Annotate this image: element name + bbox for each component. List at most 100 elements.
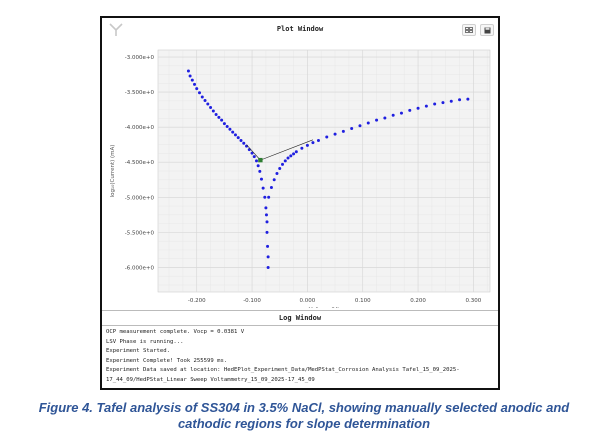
anodic-data-point: [358, 124, 362, 128]
log-window-title: Log Window: [278, 314, 322, 322]
anodic-data-point: [267, 195, 271, 199]
cathodic-data-point: [203, 99, 207, 103]
log-line: 17_44_09/HedPStat_Linear Sweep Voltammet…: [106, 376, 315, 383]
cathodic-data-point: [252, 155, 256, 159]
anodic-data-point: [441, 101, 445, 105]
cathodic-data-point: [250, 151, 254, 155]
dip-data-point: [264, 206, 268, 210]
anodic-data-point: [278, 167, 282, 171]
cathodic-data-point: [220, 118, 224, 122]
cathodic-data-point: [242, 141, 246, 145]
y-tick-label: -3.000e+0: [125, 55, 155, 61]
plot-window-title: Plot Window: [276, 25, 324, 33]
cathodic-data-point: [233, 133, 237, 137]
cathodic-data-point: [209, 106, 213, 110]
app-logo-icon: [109, 23, 123, 36]
anodic-data-point: [300, 146, 304, 150]
anodic-data-point: [281, 162, 284, 166]
log-line: Experiment Data saved at location: HedEP…: [106, 367, 460, 374]
dip-data-point: [266, 255, 270, 259]
cathodic-data-point: [228, 127, 232, 131]
anodic-data-point: [341, 129, 345, 133]
cathodic-data-point: [214, 113, 218, 117]
y-tick-label: -4.500e+0: [125, 160, 155, 166]
log-line: OCP measurement complete. Vocp = 0.0381 …: [106, 329, 245, 335]
cathodic-data-point: [259, 177, 263, 181]
x-tick-label: 0.300: [466, 298, 482, 304]
anodic-data-point: [399, 111, 403, 115]
dip-data-point: [266, 244, 270, 248]
save-plot-button[interactable]: [480, 24, 494, 36]
dip-data-point: [266, 265, 270, 269]
anodic-data-point: [283, 159, 287, 163]
anodic-data-point: [325, 135, 329, 139]
y-tick-label: -6.000e+0: [125, 265, 155, 271]
cathodic-data-point: [236, 136, 240, 140]
grid-toggle-button[interactable]: [462, 24, 476, 36]
cathodic-data-point: [256, 164, 260, 168]
figure-caption: Figure 4. Tafel analysis of SS304 in 3.5…: [0, 400, 608, 432]
cathodic-data-point: [231, 130, 235, 134]
anodic-data-point: [416, 106, 420, 110]
y-tick-label: -5.000e+0: [125, 195, 155, 201]
y-tick-label: -4.000e+0: [125, 125, 155, 131]
x-axis-label: Voltage (V): [309, 307, 339, 308]
x-tick-label: -0.200: [188, 298, 206, 304]
cathodic-data-point: [261, 186, 265, 190]
anodic-data-point: [375, 118, 379, 122]
grid-icon: [465, 27, 473, 33]
anodic-data-point: [272, 178, 276, 182]
save-icon: [484, 27, 490, 33]
anodic-data-point: [311, 141, 315, 145]
log-line: Experiment Complete! Took 255599 ms.: [106, 357, 228, 364]
cathodic-data-point: [263, 195, 267, 199]
caption-line-2: cathodic regions for slope determination: [177, 416, 431, 431]
cathodic-data-point: [190, 78, 194, 82]
dip-data-point: [265, 220, 269, 224]
y-tick-label: -5.500e+0: [125, 230, 155, 236]
cathodic-data-point: [222, 122, 226, 126]
cathodic-data-point: [186, 69, 190, 73]
dip-data-point: [265, 230, 269, 234]
cathodic-data-point: [225, 124, 229, 128]
log-window-header: Log Window: [102, 310, 498, 326]
cathodic-data-point: [211, 109, 215, 113]
x-tick-label: 0.000: [300, 298, 316, 304]
anodic-data-point: [391, 113, 395, 117]
plot-window-header: Plot Window: [102, 18, 498, 42]
anodic-data-point: [289, 154, 293, 158]
anodic-data-point: [366, 121, 370, 125]
cathodic-data-point: [195, 87, 199, 91]
log-output: OCP measurement complete. Vocp = 0.0381 …: [106, 328, 494, 386]
anodic-data-point: [424, 104, 428, 108]
caption-line-1: Figure 4. Tafel analysis of SS304 in 3.5…: [38, 400, 570, 415]
anodic-data-point: [292, 152, 296, 156]
cathodic-data-point: [206, 102, 210, 106]
anodic-data-point: [449, 99, 453, 103]
anodic-data-point: [333, 132, 337, 136]
anodic-data-point: [350, 127, 354, 131]
y-tick-label: -3.500e+0: [125, 90, 155, 96]
anodic-data-point: [433, 102, 437, 106]
anodic-data-point: [286, 156, 290, 160]
x-tick-label: 0.100: [355, 298, 371, 304]
log-line: LSV Phase is running...: [106, 338, 184, 345]
tafel-fit-line: [260, 139, 314, 161]
anodic-data-point: [316, 138, 320, 142]
x-tick-label: 0.200: [410, 298, 426, 304]
anodic-data-point: [383, 116, 387, 120]
anodic-data-point: [466, 97, 470, 101]
anodic-data-point: [408, 108, 412, 112]
anodic-data-point: [305, 143, 309, 147]
y-axis-label: log₁₀(Current) (mA): [110, 145, 116, 198]
tafel-plot[interactable]: -0.200 -0.100 0.000 0.100 0.200 0.300 -3.000e+…: [102, 42, 498, 308]
cathodic-data-point: [258, 169, 262, 173]
cathodic-data-point: [200, 95, 204, 99]
cathodic-data-point: [217, 115, 221, 119]
cathodic-data-point: [239, 138, 243, 142]
log-line: Experiment Started.: [106, 348, 170, 355]
cathodic-data-point: [254, 159, 258, 163]
anodic-data-point: [458, 98, 462, 102]
cathodic-data-point: [193, 82, 197, 86]
cathodic-data-point: [188, 74, 192, 78]
